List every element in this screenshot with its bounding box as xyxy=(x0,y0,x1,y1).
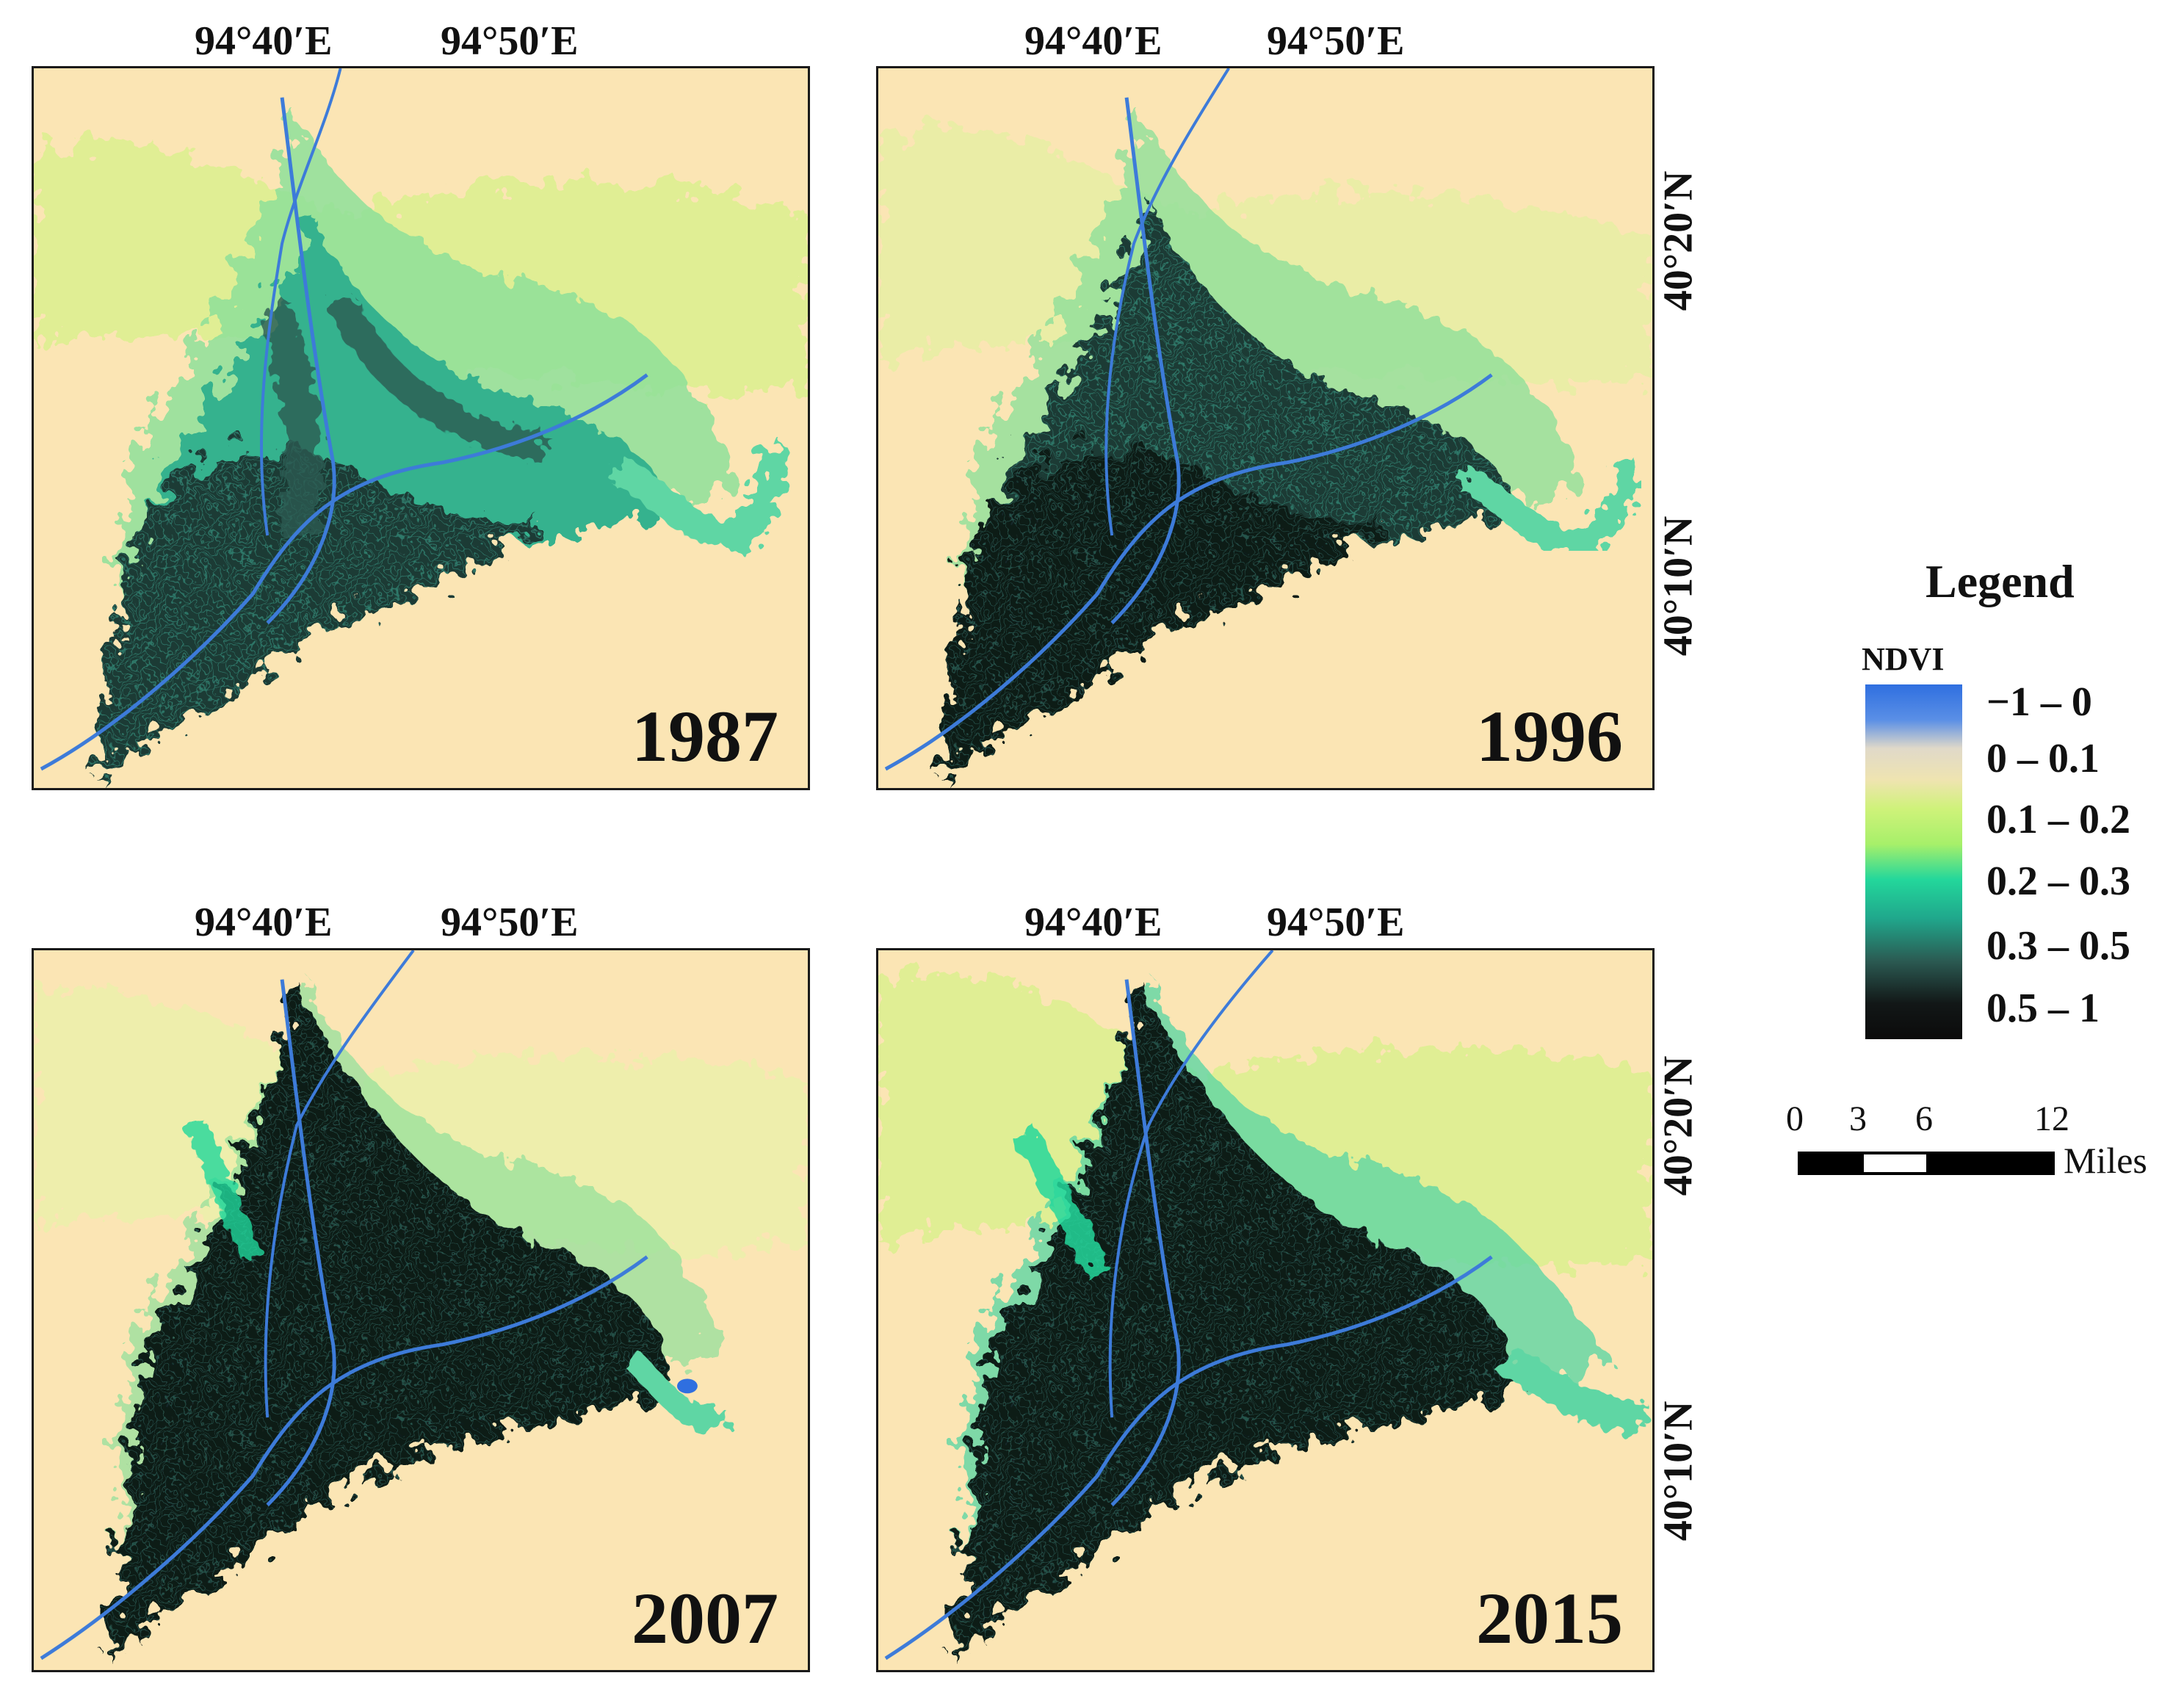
lon-label-94-50-top-left: 94°50′E xyxy=(441,18,579,64)
legend-class-5: 0.3 – 0.5 xyxy=(1986,923,2130,969)
ndvi-map-1987 xyxy=(34,68,808,777)
map-panel-2015: 2015 xyxy=(876,948,1655,1672)
ndvi-map-2015 xyxy=(878,950,1652,1660)
ndvi-map-2007 xyxy=(34,950,808,1660)
scale-tick-6: 6 xyxy=(1915,1099,1933,1138)
scale-tick-0: 0 xyxy=(1786,1099,1804,1138)
legend-title: Legend xyxy=(1926,555,2075,607)
year-label-2015: 2015 xyxy=(1476,1577,1623,1659)
map-panel-1996: 1996 xyxy=(876,66,1655,790)
lat-label-40-20-top: 40°20′N xyxy=(1655,170,1702,311)
scale-tick-12: 12 xyxy=(2034,1099,2069,1138)
legend-class-6: 0.5 – 1 xyxy=(1986,986,2100,1031)
lon-label-94-40-top-right: 94°40′E xyxy=(1024,18,1162,64)
scale-unit-miles: Miles xyxy=(2064,1140,2147,1181)
year-label-1987: 1987 xyxy=(632,695,778,777)
map-panel-2007: 2007 xyxy=(32,948,810,1672)
legend-subtitle-ndvi: NDVI xyxy=(1862,641,1945,677)
lon-label-94-50-bottom-left: 94°50′E xyxy=(441,900,579,945)
ndvi-color-ramp xyxy=(1865,684,1962,1039)
legend-class-1: −1 – 0 xyxy=(1986,679,2092,725)
lon-label-94-40-bottom-left: 94°40′E xyxy=(195,900,333,945)
ndvi-map-1996 xyxy=(878,68,1652,777)
lon-label-94-40-top-left: 94°40′E xyxy=(195,18,333,64)
legend-class-3: 0.1 – 0.2 xyxy=(1986,797,2130,842)
lat-label-40-10-top: 40°10′N xyxy=(1655,516,1702,657)
year-label-2007: 2007 xyxy=(632,1577,778,1659)
lon-label-94-50-bottom-right: 94°50′E xyxy=(1267,900,1405,945)
lat-label-40-10-bottom: 40°10′N xyxy=(1655,1400,1702,1541)
legend-class-4: 0.2 – 0.3 xyxy=(1986,859,2130,904)
lat-label-40-20-bottom: 40°20′N xyxy=(1655,1055,1702,1196)
scale-tick-3: 3 xyxy=(1849,1099,1867,1138)
lon-label-94-50-top-right: 94°50′E xyxy=(1267,18,1405,64)
lon-label-94-40-bottom-right: 94°40′E xyxy=(1024,900,1162,945)
scale-bar xyxy=(1798,1152,2055,1175)
year-label-1996: 1996 xyxy=(1476,695,1623,777)
map-panel-1987: 1987 xyxy=(32,66,810,790)
legend-class-2: 0 – 0.1 xyxy=(1986,736,2100,781)
